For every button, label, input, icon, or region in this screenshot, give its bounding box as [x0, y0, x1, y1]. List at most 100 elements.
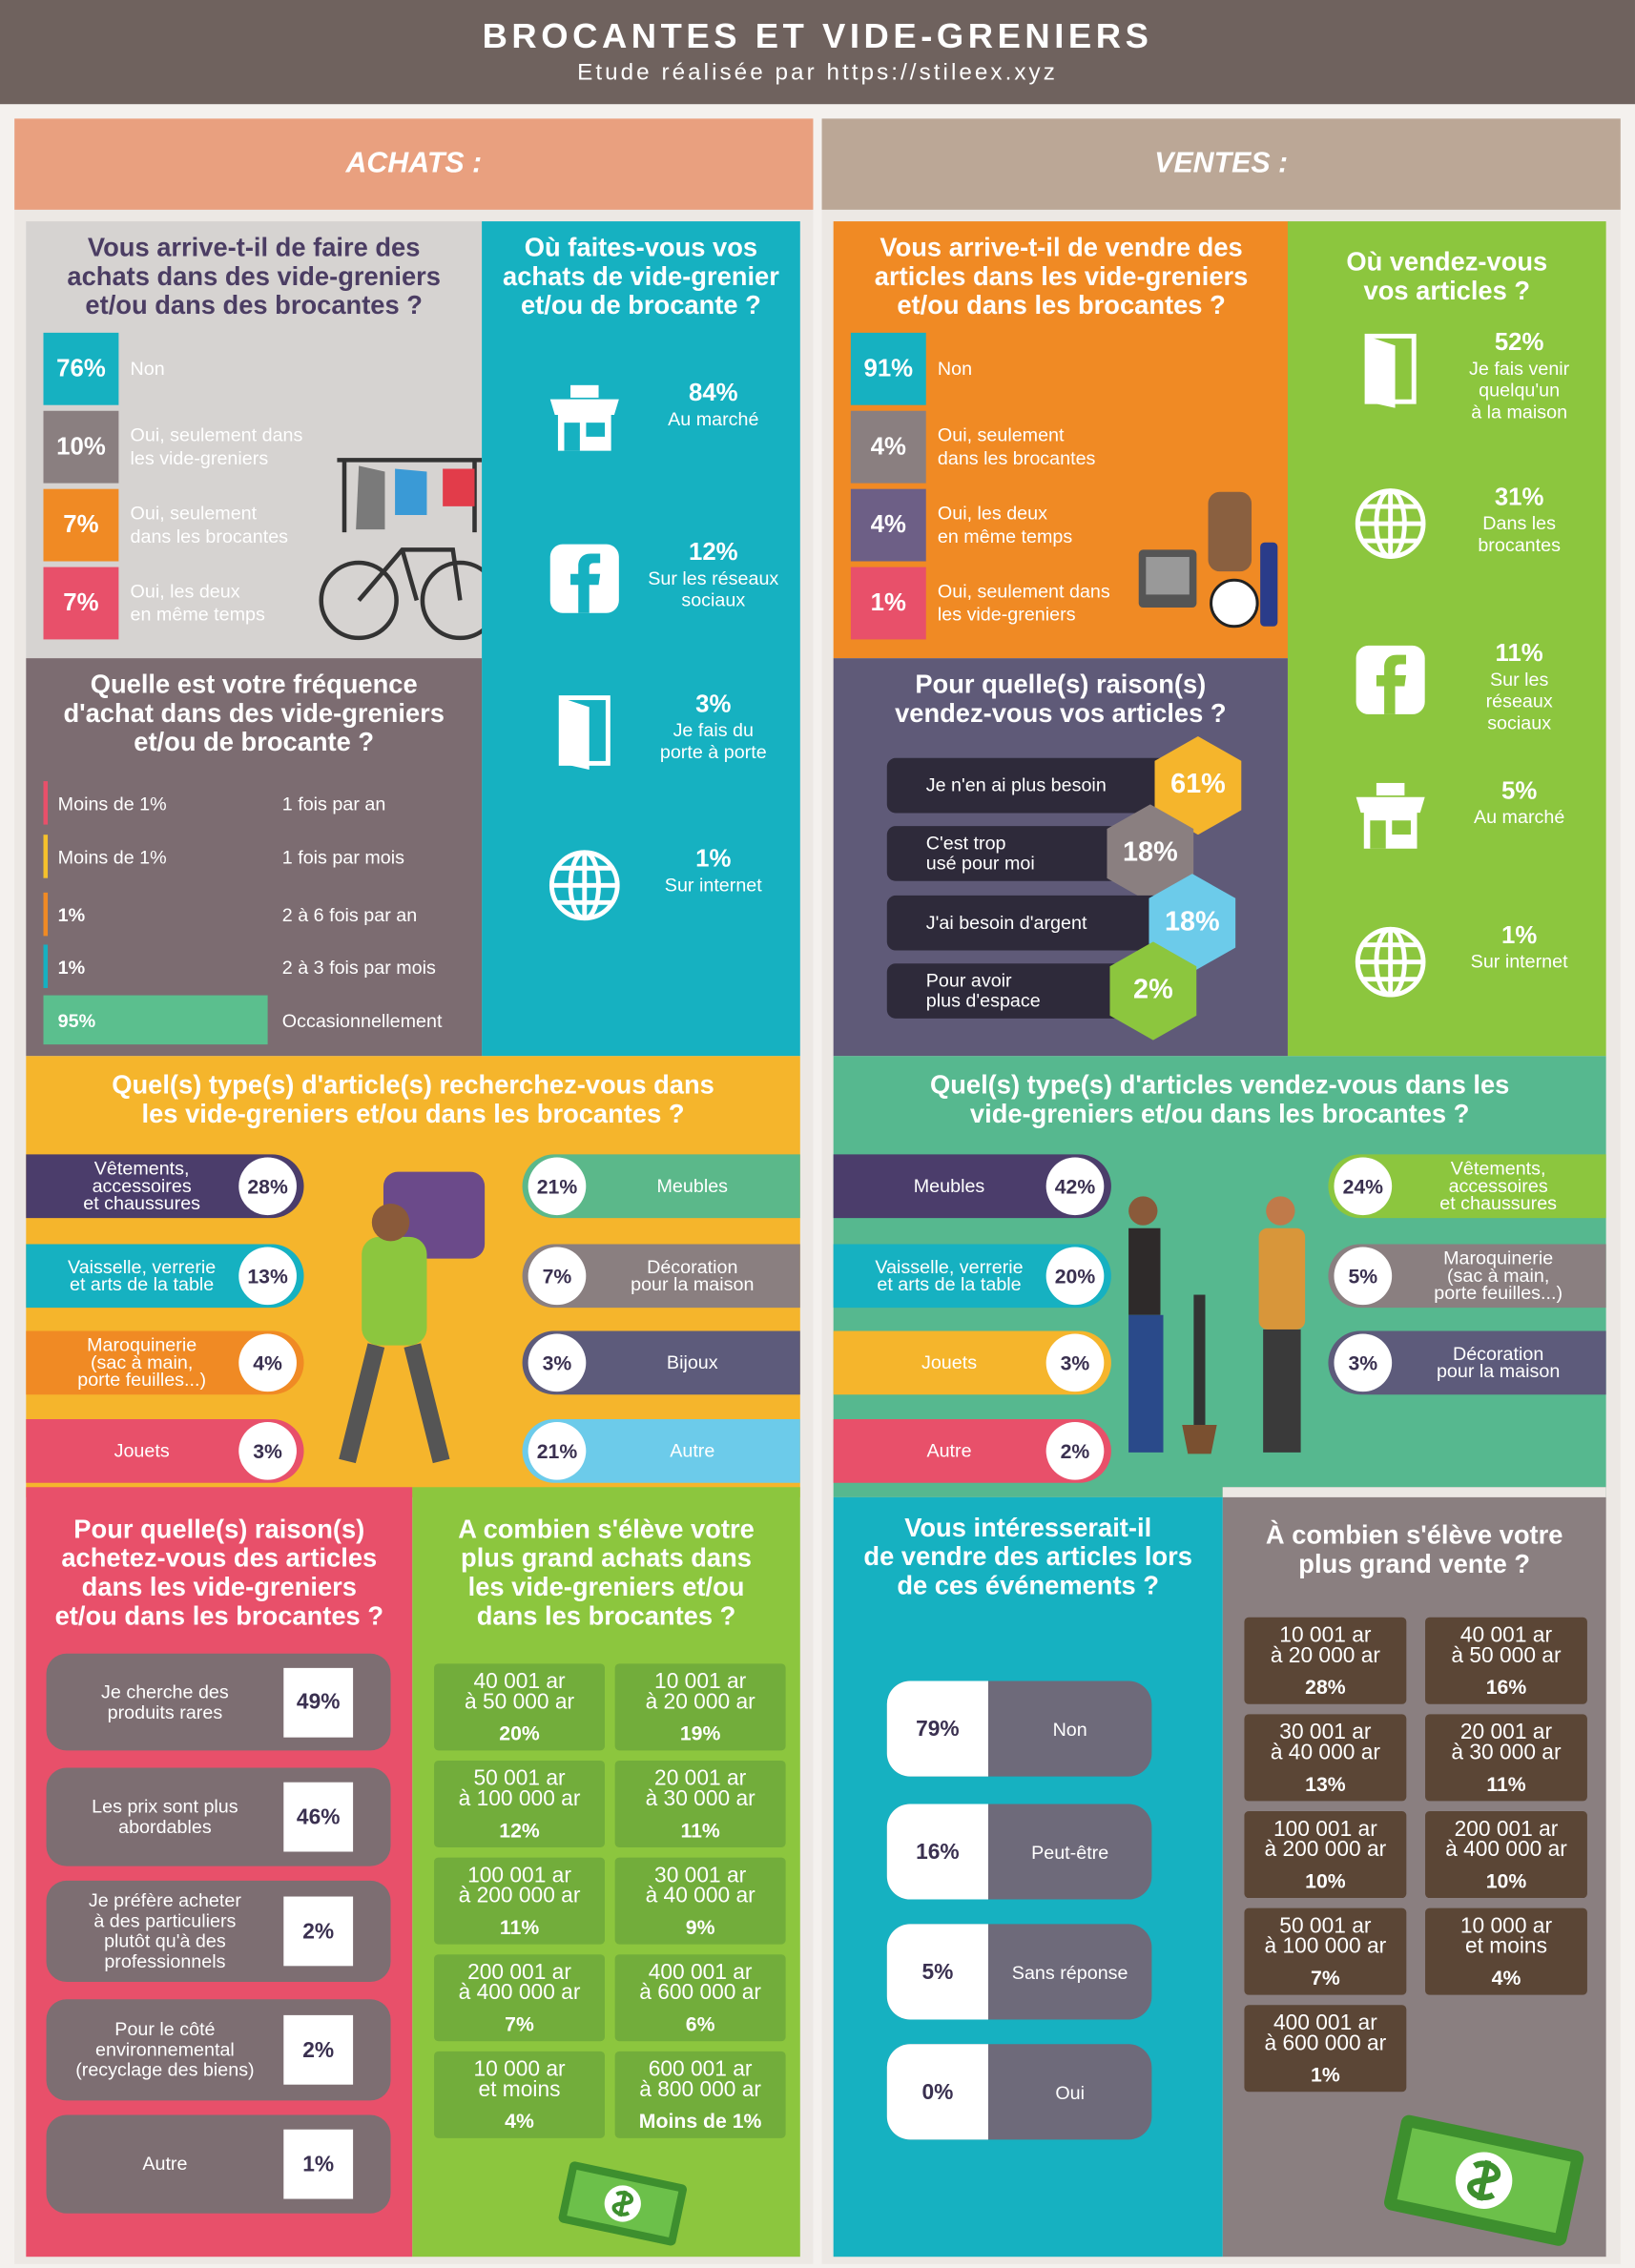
reason-value: 1% [302, 2152, 335, 2177]
interest-value-box [886, 1680, 988, 1777]
icon-part [549, 399, 619, 415]
where-label: Au marché [1473, 805, 1565, 828]
amount-range: 40 001 ar à 50 000 ar [1451, 1622, 1562, 1668]
frequency-value: Moins de 1% [57, 845, 167, 868]
amount-range: 10 001 ar à 20 000 ar [1270, 1622, 1380, 1668]
icon-part [1146, 556, 1190, 595]
badge [43, 488, 119, 562]
type-label: Vêtements, accessoires et chaussures [83, 1157, 201, 1214]
badge [850, 332, 926, 405]
amount-range: 10 001 ar à 20 000 ar [645, 1669, 755, 1715]
interest-label: Oui [1055, 2080, 1086, 2103]
amount-value: 11% [499, 1915, 540, 1939]
badge-value: 4% [870, 432, 906, 461]
amount-range: 50 001 ar à 100 000 ar [458, 1766, 581, 1812]
icon [546, 540, 624, 618]
where-value: 5% [1500, 776, 1538, 805]
icon-part [356, 465, 385, 530]
type-label: Maroquinerie (sac à main, porte feuilles… [77, 1333, 207, 1391]
reason-label: Je cherche des produits rares [101, 1680, 229, 1722]
amount-value: 1% [1311, 2062, 1340, 2087]
amount-value: 7% [505, 2011, 534, 2036]
achats-heading-band [14, 118, 814, 210]
subtitle: Etude réalisée par https://stileex.xyz [577, 60, 1058, 86]
badge [850, 488, 926, 562]
type-value: 5% [1348, 1264, 1378, 1288]
amount-value: 4% [1491, 1966, 1521, 1990]
where-value: 52% [1494, 328, 1544, 357]
icon-part [1467, 2159, 1501, 2201]
reason-value-box [283, 1667, 354, 1737]
icon-part [371, 1203, 410, 1242]
icon-part [1376, 654, 1407, 714]
type-circle [1334, 1157, 1393, 1216]
header-band [0, 0, 1635, 105]
amount-range: 30 001 ar à 40 000 ar [1270, 1720, 1380, 1765]
type-value: 3% [1348, 1350, 1378, 1374]
amount-range: 40 001 ar à 50 000 ar [464, 1669, 575, 1715]
type-value: 4% [253, 1350, 282, 1374]
icon-part [1182, 1425, 1217, 1454]
badge [43, 332, 119, 405]
type-circle [238, 1422, 297, 1480]
type-label: Jouets [921, 1350, 978, 1373]
reason-label: Autre [142, 2152, 188, 2175]
type-value: 42% [1054, 1174, 1096, 1198]
amount-value: 6% [685, 2011, 715, 2036]
icon [1352, 641, 1430, 719]
badge-label: Oui, seulement dans les brocantes [937, 423, 1096, 469]
type-circle [238, 1157, 297, 1216]
type-label: Décoration pour la maison [1436, 1342, 1561, 1382]
badge [850, 567, 926, 640]
reason-value-box [283, 2129, 354, 2199]
badge [850, 410, 926, 484]
frequency-value: 1% [57, 955, 86, 978]
bar [43, 781, 49, 825]
type-label: Jouets [114, 1439, 170, 1461]
icon-part [1128, 1196, 1158, 1226]
badge-value: 7% [63, 588, 99, 617]
icon-part [558, 695, 611, 770]
where-value: 31% [1494, 483, 1544, 511]
reason-label: C'est trop usé pour moi [925, 832, 1035, 875]
question: A combien s'élève votre plus grand achat… [458, 1515, 755, 1631]
amount-value: 28% [1305, 1675, 1346, 1699]
icon-part [1128, 1314, 1164, 1453]
bar [43, 995, 268, 1045]
where-value: 1% [695, 844, 732, 873]
reason-value: 46% [296, 1804, 341, 1829]
reason-value: 2% [302, 1919, 335, 1944]
type-value: 21% [536, 1174, 578, 1198]
amount-value: 11% [680, 1818, 720, 1842]
type-value: 20% [1054, 1264, 1096, 1288]
amount-range: 50 001 ar à 100 000 ar [1264, 1913, 1387, 1959]
icon-part [357, 547, 463, 602]
amount-value: 13% [1305, 1772, 1346, 1796]
amount-value: 10% [1485, 1868, 1527, 1892]
amount-range: 100 001 ar à 200 000 ar [1264, 1817, 1387, 1863]
badge [43, 410, 119, 484]
question: Vous arrive-t-il de faire des achats dan… [67, 233, 441, 320]
icon-part [564, 423, 580, 451]
icon-part [561, 697, 590, 770]
icon-part [1357, 490, 1424, 557]
amount-range: 10 000 ar et moins [473, 2056, 566, 2102]
reason-label: Pour le côté environnemental (recyclage … [75, 2017, 255, 2081]
icon-part [611, 2190, 633, 2217]
icon-part [1355, 926, 1426, 998]
interest-value: 0% [921, 2079, 954, 2105]
reason-label: Je n'en ai plus besoin [925, 773, 1107, 796]
type-label: Vaisselle, verrerie et arts de la table [68, 1255, 217, 1295]
where-label: Je fais venir quelqu'un à la maison [1469, 357, 1570, 423]
badge-value: 4% [870, 510, 906, 539]
amount-box [1244, 2005, 1407, 2093]
icon-part [319, 458, 501, 641]
interest-value-box [886, 2044, 988, 2140]
amount-box [1244, 1714, 1407, 1802]
bar [43, 835, 49, 878]
icon-part [1138, 491, 1278, 629]
badge-value: 1% [870, 588, 906, 617]
question: Où faites-vous vos achats de vide-grenie… [503, 233, 779, 320]
